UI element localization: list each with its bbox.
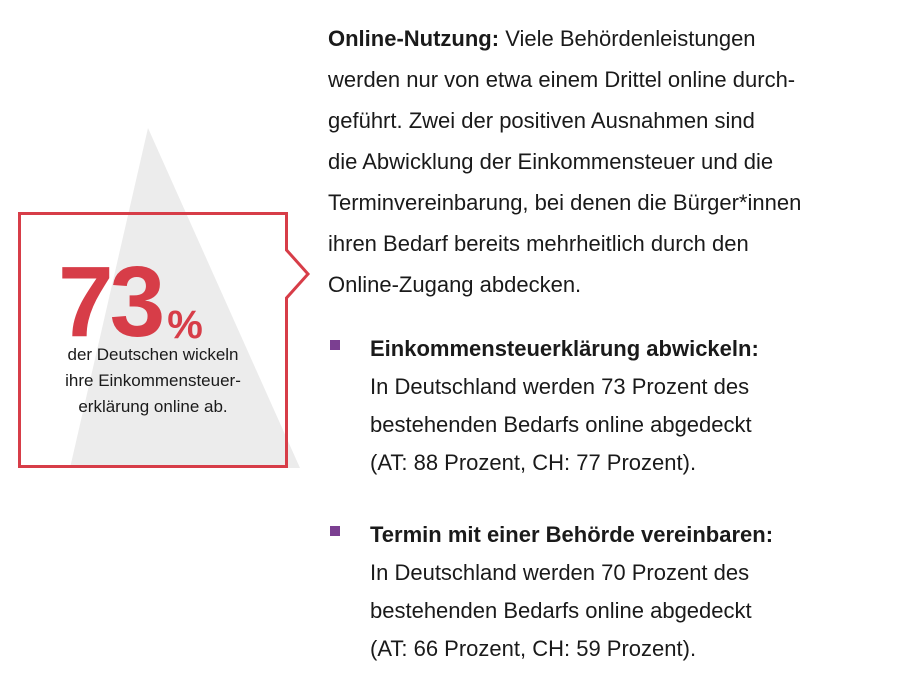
intro-paragraph: Online-Nutzung: Viele Behördenleistungen…	[328, 18, 898, 305]
stat-caption-line: der Deutschen wickeln	[67, 345, 239, 364]
intro-first-line: Online-Nutzung: Viele Behördenleistungen	[328, 18, 898, 59]
intro-line: Terminvereinbarung, bei denen die Bürger…	[328, 190, 802, 215]
bullet-line: bestehenden Bedarfs online abgedeckt	[370, 598, 752, 623]
intro-line: Online-Zugang abdecken.	[328, 272, 582, 297]
bullet-body: Termin mit einer Behörde vereinbaren: In…	[370, 516, 890, 668]
stat-value: 73	[58, 246, 165, 358]
intro-line: geführt. Zwei der positiven Ausnahmen si…	[328, 108, 755, 133]
square-bullet-icon	[330, 526, 340, 536]
intro-lead: Online-Nutzung:	[328, 26, 500, 51]
bullet-line: (AT: 66 Prozent, CH: 59 Prozent).	[370, 636, 697, 661]
intro-line: Viele Behördenleistungen	[499, 26, 756, 51]
bullet-body: Einkommensteuerklärung abwickeln: In Deu…	[370, 330, 890, 482]
intro-line: ihren Bedarf bereits mehrheitlich durch …	[328, 231, 749, 256]
stat-figure: 73 %	[58, 242, 258, 352]
callout-frame	[18, 212, 311, 468]
bullet-line: (AT: 88 Prozent, CH: 77 Prozent).	[370, 450, 697, 475]
intro-line: werden nur von etwa einem Drittel online…	[328, 67, 796, 92]
bullet-line: bestehenden Bedarfs online abgedeckt	[370, 412, 752, 437]
bullet-title: Einkommensteuerklärung abwickeln:	[370, 336, 759, 361]
stat-caption: der Deutschen wickeln ihre Einkommensteu…	[26, 342, 280, 420]
intro-line: die Abwicklung der Einkommensteuer und d…	[328, 149, 774, 174]
bullet-line: In Deutschland werden 73 Prozent des	[370, 374, 750, 399]
stat-caption-line: erklärung online ab.	[78, 397, 228, 416]
stat-caption-line: ihre Einkommensteuer-	[65, 371, 241, 390]
square-bullet-icon	[330, 340, 340, 350]
bullet-line: In Deutschland werden 70 Prozent des	[370, 560, 750, 585]
stat-unit: %	[167, 303, 203, 347]
bullet-title: Termin mit einer Behörde vereinbaren:	[370, 522, 774, 547]
stat-callout: 73 % der Deutschen wickeln ihre Einkomme…	[18, 212, 311, 468]
